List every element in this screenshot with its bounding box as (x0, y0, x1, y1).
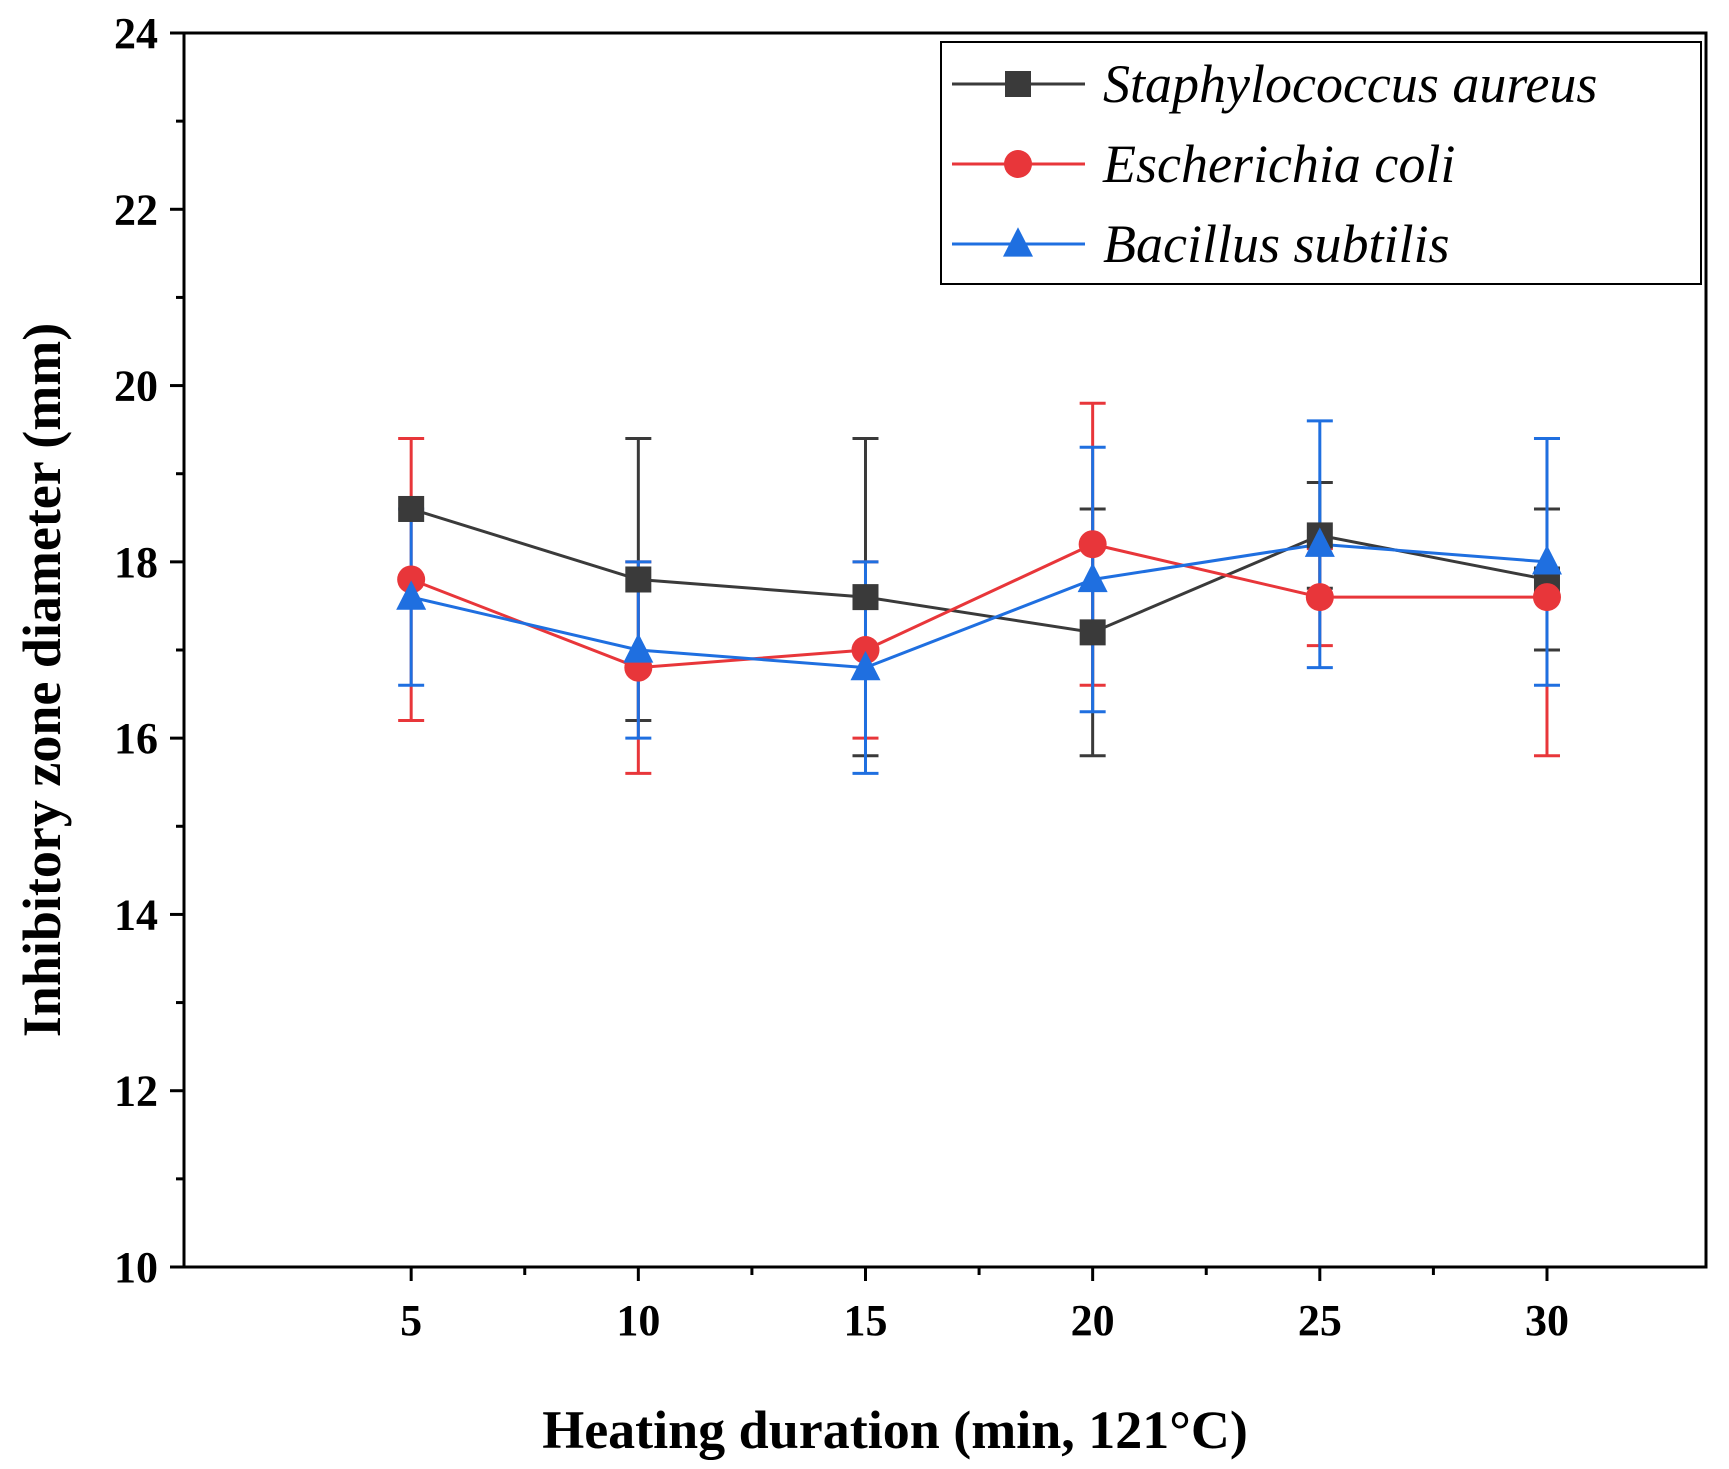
data-point-1-0 (397, 565, 426, 594)
y-tick-label: 24 (114, 9, 158, 58)
x-tick-label: 30 (1525, 1296, 1569, 1345)
x-axis-title: Heating duration (min, 121°C) (542, 1400, 1248, 1460)
data-point-2-3 (1077, 562, 1108, 593)
legend-marker (1005, 71, 1031, 97)
series-markers (396, 495, 1562, 682)
legend-marker (1003, 227, 1033, 257)
data-point-2-0 (396, 580, 427, 610)
data-point-2-4 (1304, 527, 1335, 557)
data-point-0-2 (852, 584, 879, 611)
y-tick-label: 22 (114, 185, 158, 234)
data-point-1-3 (1078, 530, 1107, 559)
data-point-2-1 (623, 633, 654, 663)
data-point-0-1 (625, 566, 652, 593)
series-line-0 (410, 507, 1548, 634)
data-point-1-2 (851, 636, 880, 664)
y-tick-label: 10 (114, 1243, 158, 1292)
x-tick-label: 25 (1298, 1296, 1342, 1345)
x-tick-label: 5 (400, 1296, 422, 1345)
error-bars (398, 401, 1560, 775)
x-tick-label: 15 (843, 1296, 887, 1345)
y-tick-label: 18 (114, 538, 158, 587)
y-tick-label: 14 (114, 890, 158, 939)
x-tick-label: 10 (616, 1296, 660, 1345)
legend-label: Bacillus subtilis (1103, 214, 1450, 274)
series-line-2 (410, 542, 1548, 670)
data-point-1-4 (1305, 583, 1334, 612)
y-tick-label: 12 (114, 1067, 158, 1116)
series-line-1 (410, 542, 1547, 670)
data-point-2-5 (1531, 545, 1562, 575)
x-tick-label: 20 (1071, 1296, 1115, 1345)
data-point-0-3 (1079, 619, 1106, 646)
axes: 10 12 14 16 18 20 22 24 5 10 15 20 25 30 (114, 9, 1708, 1345)
series-lines (410, 507, 1548, 670)
legend-label: Staphylococcus aureus (1103, 54, 1597, 114)
legend: Staphylococcus aureus Escherichia coli Bac… (940, 41, 1702, 285)
y-tick-label: 16 (114, 714, 158, 763)
y-axis-title: Inhibitory zone diameter (mm) (12, 323, 72, 1037)
legend-marker (1004, 150, 1032, 178)
data-point-2-2 (850, 650, 881, 681)
legend-label: Escherichia coli (1102, 134, 1455, 194)
data-point-0-0 (398, 495, 425, 522)
data-point-1-5 (1532, 583, 1561, 612)
y-tick-label: 20 (114, 362, 158, 411)
